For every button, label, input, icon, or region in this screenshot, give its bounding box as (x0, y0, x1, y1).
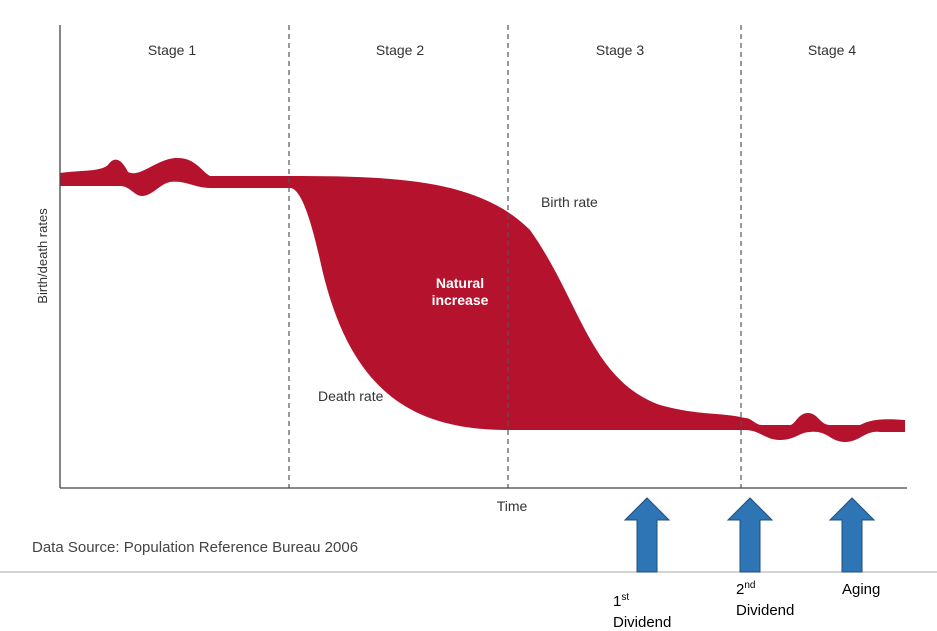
natural-increase-label: increase (432, 292, 489, 308)
x-axis-label: Time (497, 498, 528, 514)
source: Data Source: Population Reference Bureau… (32, 539, 358, 556)
arrow-label: 2nd (736, 580, 755, 598)
arrow (623, 497, 671, 573)
stage-label: Stage 3 (596, 42, 644, 58)
arrow-label: 1st (613, 592, 629, 610)
y-axis-label: Birth/death rates (35, 208, 50, 304)
arrow (726, 497, 774, 573)
natural-increase-area (60, 157, 905, 442)
birth-rate-label: Birth rate (541, 194, 598, 210)
natural-increase-label: Natural (436, 275, 484, 291)
arrow-label: Aging (842, 581, 880, 598)
stage-label: Stage 2 (376, 42, 424, 58)
stage-label: Stage 1 (148, 42, 196, 58)
arrow-label: Dividend (736, 602, 794, 619)
stage-label: Stage 4 (808, 42, 856, 58)
arrow-label: Dividend (613, 614, 671, 631)
arrow (828, 497, 876, 573)
arrows (623, 497, 876, 573)
death-rate-label: Death rate (318, 388, 384, 404)
